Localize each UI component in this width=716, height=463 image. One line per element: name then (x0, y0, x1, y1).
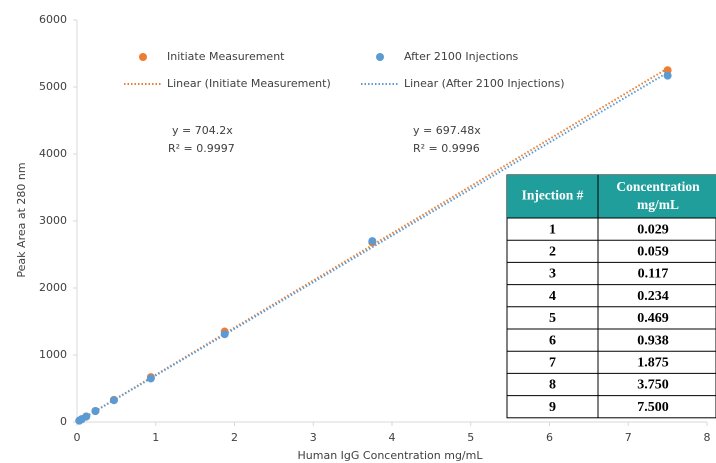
y-tick-label: 4000 (39, 147, 67, 160)
table-cell: 2 (549, 245, 556, 260)
table-cell: 4 (549, 289, 556, 304)
y-tick-label: 5000 (39, 80, 67, 93)
y-tick-label: 2000 (39, 281, 67, 294)
point (82, 412, 91, 421)
legend-marker (376, 53, 384, 61)
y-axis-title: Peak Area at 280 nm (15, 162, 28, 277)
table-cell: 0.117 (638, 267, 669, 282)
table-cell: 0.059 (637, 245, 669, 260)
table-cell: 9 (549, 400, 556, 415)
table-cell: 3.750 (637, 378, 669, 393)
legend-label: After 2100 Injections (404, 50, 519, 63)
point (220, 330, 229, 339)
table-cell: 7 (549, 356, 556, 371)
point (109, 396, 118, 405)
point (368, 237, 377, 246)
r-squared: R² = 0.9997 (168, 142, 235, 155)
table-cell: 0.938 (637, 333, 669, 348)
table-cell: 5 (549, 311, 556, 326)
equation: y = 697.48x (413, 124, 481, 137)
equation: y = 704.2x (172, 124, 233, 137)
legend-label: Linear (Initiate Measurement) (167, 77, 331, 90)
table-cell: 7.500 (637, 400, 669, 415)
table-header (507, 175, 716, 218)
y-tick-label: 0 (60, 415, 67, 428)
x-tick-label: 7 (625, 431, 632, 444)
x-tick-label: 3 (310, 431, 317, 444)
x-tick-label: 0 (74, 431, 81, 444)
y-tick-label: 1000 (39, 348, 67, 361)
x-tick-label: 6 (546, 431, 553, 444)
x-tick-label: 5 (467, 431, 474, 444)
table-cell: 0.234 (637, 289, 669, 304)
table-header-cell: mg/mL (637, 197, 679, 212)
point (91, 407, 100, 416)
y-tick-label: 3000 (39, 214, 67, 227)
legend-label: Linear (After 2100 Injections) (404, 77, 565, 90)
table: Injection # Concentration mg/mL 1 0.029 2 0.05… (506, 174, 716, 419)
table-header-cell: Concentration (616, 179, 700, 194)
legend-label: Initiate Measurement (167, 50, 285, 63)
x-axis-title: Human IgG Concentration mg/mL (298, 449, 484, 462)
r-squared: R² = 0.9996 (413, 142, 480, 155)
table-cell: 6 (549, 333, 556, 348)
table-header-cell: Injection # (522, 188, 584, 203)
y-tick-label: 6000 (39, 13, 67, 26)
point (663, 71, 672, 80)
x-tick-label: 8 (704, 431, 711, 444)
legend-marker (139, 53, 147, 61)
x-tick-label: 4 (389, 431, 396, 444)
table-cell: 8 (549, 378, 556, 393)
table-cell: 1.875 (637, 356, 669, 371)
x-tick-label: 2 (231, 431, 238, 444)
table-cell: 1 (549, 222, 556, 237)
table-cell: 3 (549, 267, 556, 282)
point (146, 374, 155, 383)
table-cell: 0.469 (637, 311, 669, 326)
x-tick-label: 1 (152, 431, 159, 444)
table-cell: 0.029 (637, 222, 669, 237)
trendline (76, 71, 669, 423)
